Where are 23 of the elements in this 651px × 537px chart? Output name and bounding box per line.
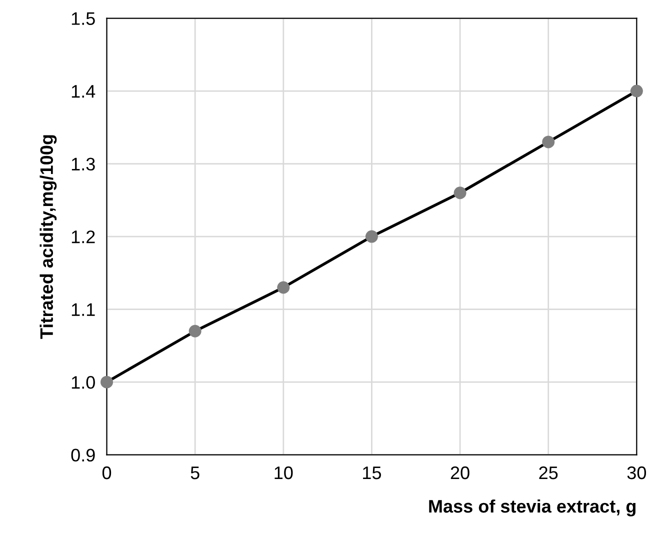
x-tick-label: 15 [363, 466, 382, 480]
point [365, 230, 378, 243]
y-tick-label: 1.3 [72, 158, 95, 171]
x-tick-label: 25 [539, 466, 558, 480]
x-axis-title: Mass of stevia extract, g [429, 499, 636, 516]
x-tick-label: 10 [274, 466, 293, 480]
x-tick-label: 30 [627, 466, 646, 480]
point [188, 324, 202, 338]
point [277, 281, 290, 294]
x-tick-label: 20 [450, 466, 470, 480]
y-tick-label: 0.9 [71, 448, 95, 462]
point [454, 186, 466, 200]
point [100, 376, 114, 388]
point [630, 84, 643, 98]
y-tick-label: 1.0 [72, 376, 95, 389]
point [542, 136, 555, 148]
y-tick-label: 1.5 [72, 12, 95, 25]
x-tick-label: 5 [190, 466, 200, 480]
y-tick-label: 1.1 [72, 303, 95, 316]
y-tick-label: 1.2 [72, 230, 95, 244]
y-tick-label: 1.4 [72, 85, 96, 98]
y-axis-title: Titrated acidity,mg/100g [40, 135, 57, 339]
x-tick-label: 0 [102, 466, 112, 480]
